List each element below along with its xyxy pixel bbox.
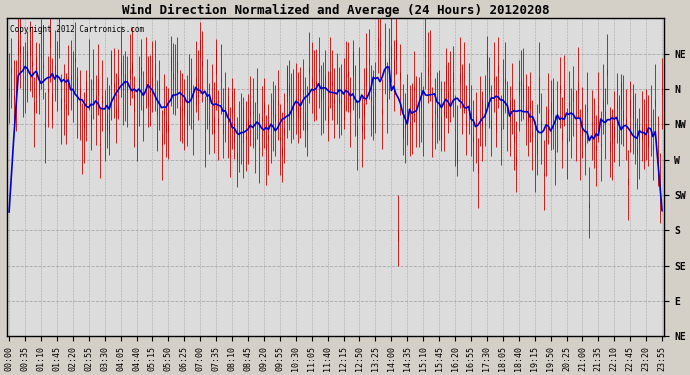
Title: Wind Direction Normalized and Average (24 Hours) 20120208: Wind Direction Normalized and Average (2… <box>122 4 549 17</box>
Text: Copyright 2012 Cartronics.com: Copyright 2012 Cartronics.com <box>10 25 144 34</box>
